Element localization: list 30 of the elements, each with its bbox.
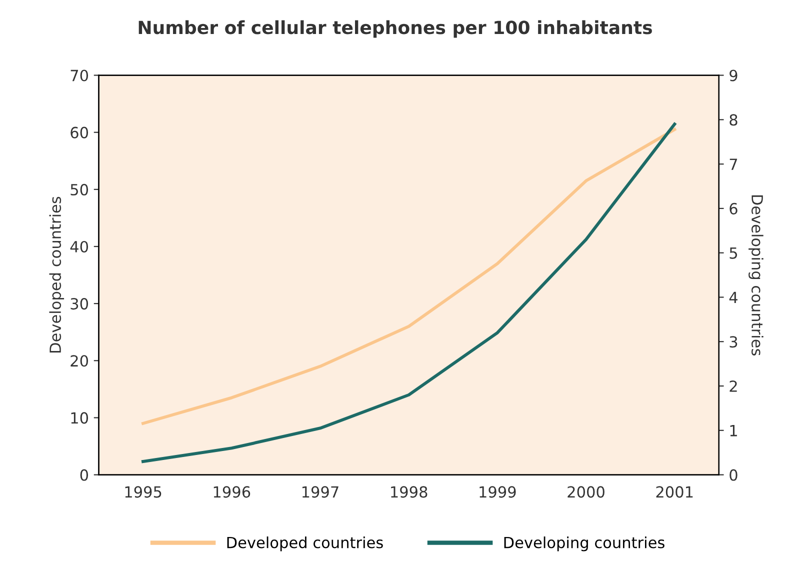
x-tick-label: 1995 <box>125 486 162 498</box>
y-tick-label: 30 <box>70 298 88 310</box>
y2-tick-label: 7 <box>730 158 738 170</box>
y-tick-label: 0 <box>80 469 88 481</box>
y2-tick-label: 1 <box>730 425 737 436</box>
y2-tick-label: 0 <box>730 469 738 481</box>
x-tick-label: 1996 <box>214 486 250 498</box>
y2-tick-label: 6 <box>730 202 738 214</box>
x-tick-label: 2001 <box>656 486 693 498</box>
y-axis-title: Developed countries <box>49 196 64 352</box>
y-tick-label: 20 <box>70 355 88 367</box>
y2-tick-label: 3 <box>730 336 738 348</box>
chart-title: Number of cellular telephones per 100 inhabitants <box>138 20 652 38</box>
y2-tick-label: 5 <box>730 247 738 259</box>
y-tick-label: 50 <box>70 184 88 196</box>
y-tick-label: 10 <box>71 412 88 424</box>
legend-label: Developing countries <box>504 536 664 552</box>
y-tick-label: 60 <box>70 126 88 138</box>
y2-tick-label: 9 <box>730 70 738 82</box>
y2-tick-label: 8 <box>730 114 738 126</box>
y-tick-label: 40 <box>70 240 88 253</box>
y-tick-label: 70 <box>70 70 88 82</box>
x-tick-label: 1997 <box>302 486 338 498</box>
x-tick-label: 1999 <box>480 486 516 498</box>
x-tick-label: 1998 <box>391 486 428 498</box>
x-tick-label: 2000 <box>568 486 604 498</box>
y2-axis-title: Developing countries <box>748 195 764 356</box>
y2-tick-label: 2 <box>730 380 737 392</box>
legend-label: Developed countries <box>227 536 383 552</box>
y2-tick-label: 4 <box>729 292 738 304</box>
